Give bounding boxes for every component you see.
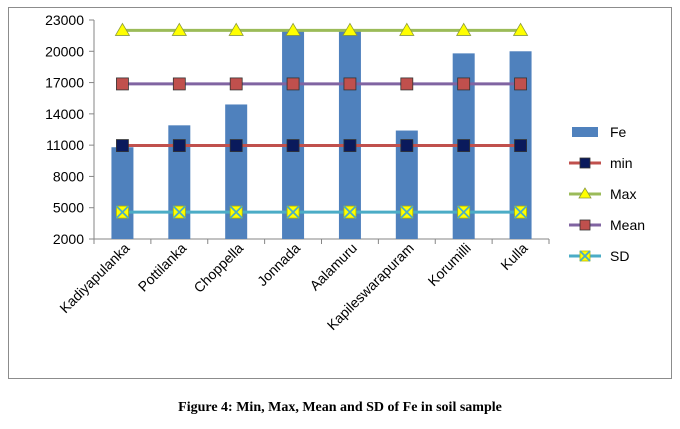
marker-mean <box>343 77 357 91</box>
legend-marker-mean <box>579 219 591 231</box>
bar-fe <box>225 104 248 239</box>
legend-label-mean: Mean <box>610 217 645 233</box>
marker-mean <box>457 77 471 91</box>
figure-caption: Figure 4: Min, Max, Mean and SD of Fe in… <box>178 400 502 415</box>
legend-label-sd: SD <box>610 248 629 264</box>
marker-min <box>286 139 300 152</box>
legend-label-fe: Fe <box>610 124 627 140</box>
x-tick-label: Choppella <box>190 240 246 296</box>
y-tick-label: 5000 <box>53 200 84 216</box>
x-tick-label: Jonnada <box>254 240 303 289</box>
fe-chart: 2000 5000 8000 11000 14000 17000 20000 23000 Kad… <box>45 12 645 333</box>
marker-sd <box>115 205 130 219</box>
marker-mean <box>514 77 527 91</box>
x-tick-label: Kadiyapulanka <box>56 240 132 316</box>
x-tick-label: Pottilanka <box>135 240 190 295</box>
marker-mean <box>400 77 414 91</box>
legend-marker-max <box>578 187 592 199</box>
legend-swatch-fe <box>572 127 598 137</box>
bar-fe <box>111 147 134 239</box>
marker-min <box>229 139 243 152</box>
marker-max <box>228 22 244 36</box>
marker-sd <box>513 205 528 219</box>
marker-sd <box>172 205 186 219</box>
marker-min <box>116 139 129 152</box>
y-tick-label: 17000 <box>45 75 84 91</box>
marker-max <box>399 22 415 36</box>
marker-sd <box>229 205 243 219</box>
x-tick-label: Aalamuru <box>306 240 360 294</box>
marker-sd <box>457 205 471 219</box>
legend-label-min: min <box>610 155 633 171</box>
y-tick-label: 20000 <box>45 43 84 59</box>
x-tick-label: Kulla <box>497 240 530 273</box>
marker-sd <box>343 205 357 219</box>
marker-sd <box>400 205 414 219</box>
marker-mean <box>172 77 186 91</box>
chart-area: 2000 5000 8000 11000 14000 17000 20000 23000 Kad… <box>8 7 672 379</box>
marker-mean <box>116 77 129 91</box>
marker-sd <box>286 205 300 219</box>
marker-max <box>114 22 131 36</box>
marker-max <box>171 22 188 36</box>
legend-marker-sd <box>579 250 591 262</box>
y-tick-label: 11000 <box>46 137 84 153</box>
legend-marker-min <box>579 157 591 169</box>
y-tick-label: 2000 <box>53 231 84 247</box>
y-tick-label: 14000 <box>45 106 84 122</box>
marker-max <box>455 22 472 36</box>
marker-mean <box>229 77 243 91</box>
x-tick-label: Korumilli <box>425 240 474 289</box>
marker-mean <box>286 77 300 91</box>
marker-min <box>457 139 471 152</box>
marker-max <box>342 22 358 36</box>
legend-label-max: Max <box>610 186 636 202</box>
marker-max <box>285 22 301 36</box>
marker-max <box>512 22 529 36</box>
marker-min <box>172 139 186 152</box>
y-tick-label: 23000 <box>45 12 84 28</box>
y-tick-label: 8000 <box>53 168 84 184</box>
marker-min <box>400 139 414 152</box>
marker-min <box>514 139 527 152</box>
marker-min <box>343 139 357 152</box>
